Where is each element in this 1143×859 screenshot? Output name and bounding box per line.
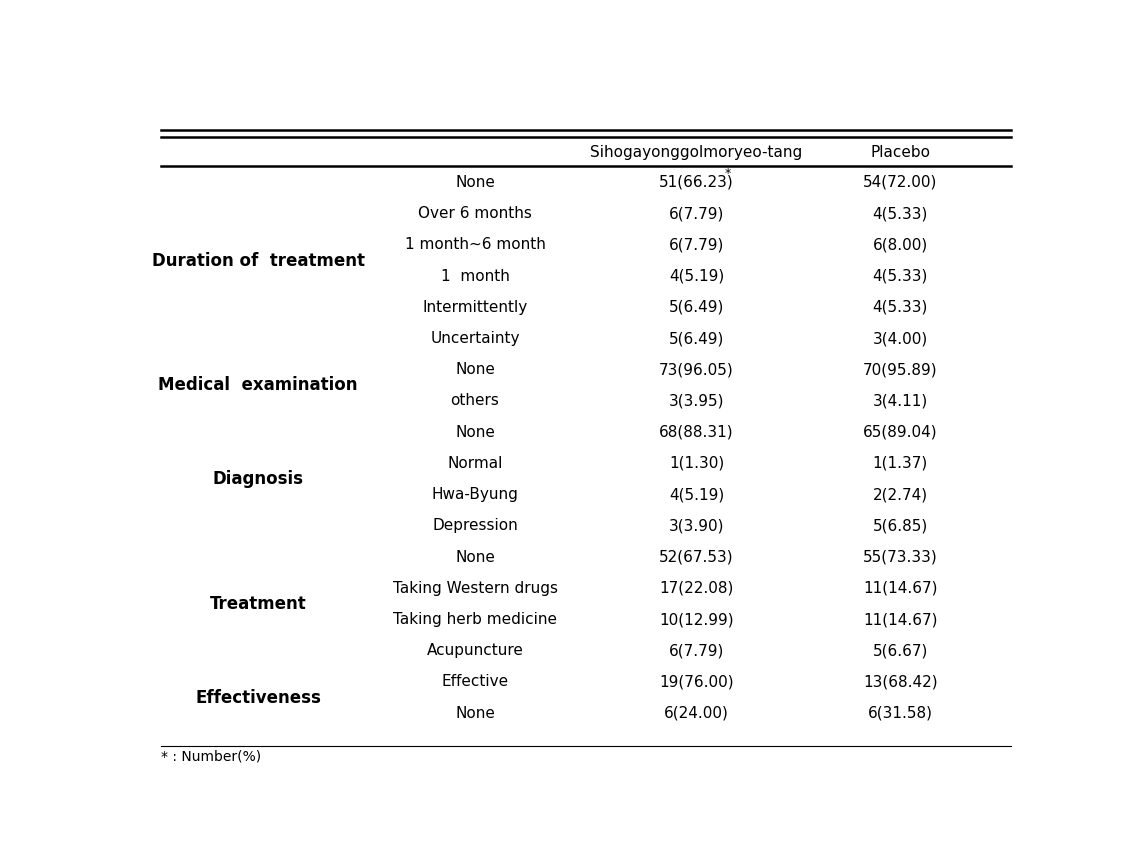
Text: others: others: [450, 393, 499, 409]
Text: 11(14.67): 11(14.67): [863, 612, 937, 627]
Text: 1(1.37): 1(1.37): [872, 456, 928, 471]
Text: 4(5.19): 4(5.19): [669, 269, 725, 283]
Text: Normal: Normal: [447, 456, 503, 471]
Text: 17(22.08): 17(22.08): [660, 581, 734, 596]
Text: 6(7.79): 6(7.79): [669, 643, 725, 658]
Text: 68(88.31): 68(88.31): [660, 424, 734, 440]
Text: 3(3.95): 3(3.95): [669, 393, 725, 409]
Text: Hwa-Byung: Hwa-Byung: [432, 487, 519, 503]
Text: 51(66.23): 51(66.23): [660, 175, 734, 190]
Text: Taking herb medicine: Taking herb medicine: [393, 612, 557, 627]
Text: *: *: [725, 168, 732, 180]
Text: 1  month: 1 month: [440, 269, 510, 283]
Text: 4(5.33): 4(5.33): [872, 269, 928, 283]
Text: Diagnosis: Diagnosis: [213, 470, 304, 488]
Text: 5(6.67): 5(6.67): [872, 643, 928, 658]
Text: 1 month~6 month: 1 month~6 month: [405, 237, 545, 253]
Text: Medical  examination: Medical examination: [158, 376, 358, 394]
Text: Acupuncture: Acupuncture: [426, 643, 523, 658]
Text: 19(76.00): 19(76.00): [660, 674, 734, 690]
Text: 3(3.90): 3(3.90): [669, 518, 725, 533]
Text: Depression: Depression: [432, 518, 518, 533]
Text: Effectiveness: Effectiveness: [195, 689, 321, 707]
Text: 73(96.05): 73(96.05): [660, 362, 734, 377]
Text: * : Number(%): * : Number(%): [160, 749, 261, 764]
Text: 4(5.33): 4(5.33): [872, 206, 928, 221]
Text: 52(67.53): 52(67.53): [660, 550, 734, 564]
Text: Duration of  treatment: Duration of treatment: [152, 252, 365, 270]
Text: Sihogayonggolmoryeo-tang: Sihogayonggolmoryeo-tang: [591, 145, 802, 160]
Text: 10(12.99): 10(12.99): [660, 612, 734, 627]
Text: 3(4.00): 3(4.00): [872, 331, 928, 346]
Text: None: None: [455, 424, 495, 440]
Text: Taking Western drugs: Taking Western drugs: [392, 581, 558, 596]
Text: 6(24.00): 6(24.00): [664, 706, 729, 721]
Text: None: None: [455, 706, 495, 721]
Text: 4(5.33): 4(5.33): [872, 300, 928, 315]
Text: 5(6.85): 5(6.85): [872, 518, 928, 533]
Text: 55(73.33): 55(73.33): [863, 550, 937, 564]
Text: 6(7.79): 6(7.79): [669, 206, 725, 221]
Text: 6(8.00): 6(8.00): [872, 237, 928, 253]
Text: Intermittently: Intermittently: [423, 300, 528, 315]
Text: 4(5.19): 4(5.19): [669, 487, 725, 503]
Text: 5(6.49): 5(6.49): [669, 331, 725, 346]
Text: 3(4.11): 3(4.11): [872, 393, 928, 409]
Text: None: None: [455, 550, 495, 564]
Text: Uncertainty: Uncertainty: [430, 331, 520, 346]
Text: 65(89.04): 65(89.04): [863, 424, 937, 440]
Text: 6(7.79): 6(7.79): [669, 237, 725, 253]
Text: 1(1.30): 1(1.30): [669, 456, 725, 471]
Text: 5(6.49): 5(6.49): [669, 300, 725, 315]
Text: 6(31.58): 6(31.58): [868, 706, 933, 721]
Text: 11(14.67): 11(14.67): [863, 581, 937, 596]
Text: 54(72.00): 54(72.00): [863, 175, 937, 190]
Text: None: None: [455, 362, 495, 377]
Text: Effective: Effective: [441, 674, 509, 690]
Text: 70(95.89): 70(95.89): [863, 362, 937, 377]
Text: None: None: [455, 175, 495, 190]
Text: Over 6 months: Over 6 months: [418, 206, 531, 221]
Text: Placebo: Placebo: [870, 145, 930, 160]
Text: 2(2.74): 2(2.74): [873, 487, 928, 503]
Text: Treatment: Treatment: [209, 595, 306, 613]
Text: 13(68.42): 13(68.42): [863, 674, 937, 690]
